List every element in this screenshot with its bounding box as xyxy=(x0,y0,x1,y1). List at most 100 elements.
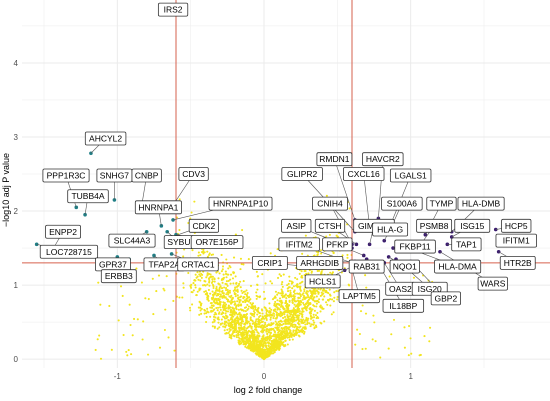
data-point xyxy=(299,325,302,328)
gene-label-box xyxy=(348,259,385,274)
data-point xyxy=(233,291,236,295)
data-point xyxy=(273,330,276,333)
data-point xyxy=(262,290,266,293)
data-point xyxy=(292,330,295,333)
data-point xyxy=(346,256,349,259)
data-point xyxy=(301,298,304,301)
gene-label: HTR2B xyxy=(499,255,536,270)
gene-label-box xyxy=(477,276,508,291)
data-point xyxy=(198,300,201,303)
data-point xyxy=(240,289,243,292)
data-point xyxy=(234,319,237,322)
gene-label-text: RAB31 xyxy=(353,262,380,272)
data-point xyxy=(257,332,260,335)
y-tick-label: 4 xyxy=(14,59,19,68)
data-point xyxy=(280,323,283,327)
data-point xyxy=(206,272,209,275)
data-point xyxy=(232,315,235,318)
data-point xyxy=(200,312,203,315)
data-point xyxy=(217,321,220,324)
data-point xyxy=(282,316,285,320)
data-point xyxy=(246,331,250,334)
data-point xyxy=(274,290,278,293)
data-point xyxy=(142,320,145,323)
data-point xyxy=(269,311,272,314)
gene-label-text: ISG20 xyxy=(418,284,442,294)
gene-label-box xyxy=(454,218,491,233)
data-point xyxy=(193,200,196,203)
data-point xyxy=(286,343,289,346)
data-point xyxy=(282,307,285,310)
data-point xyxy=(300,318,303,321)
data-point xyxy=(242,334,245,337)
gene-label-text: SLC44A3 xyxy=(114,236,151,246)
data-point xyxy=(233,335,236,338)
data-point xyxy=(229,325,232,328)
y-tick-label: 2 xyxy=(14,207,19,216)
data-point xyxy=(288,304,291,307)
data-point xyxy=(219,306,222,309)
data-point xyxy=(206,250,209,253)
data-point xyxy=(306,300,309,303)
data-point xyxy=(178,198,181,201)
gene-label-text: LGALS1 xyxy=(395,170,427,180)
data-point xyxy=(243,323,247,326)
data-point xyxy=(202,252,205,255)
data-point xyxy=(336,298,339,301)
data-point xyxy=(221,265,225,268)
data-point xyxy=(262,345,265,349)
data-point xyxy=(237,304,240,307)
gene-label-text: TAP1 xyxy=(456,239,477,249)
gene-label: OAS2 xyxy=(385,281,416,296)
data-point xyxy=(220,270,223,273)
data-point xyxy=(211,290,214,293)
data-point xyxy=(110,348,113,351)
data-point xyxy=(277,312,280,315)
data-point xyxy=(244,301,247,304)
data-point xyxy=(312,323,315,326)
data-point xyxy=(365,286,368,289)
data-point xyxy=(364,347,367,350)
data-point xyxy=(261,312,264,315)
data-point xyxy=(234,275,237,278)
data-point xyxy=(266,314,269,317)
gene-label-text: TYMP xyxy=(430,199,454,209)
data-point xyxy=(226,328,229,331)
data-point xyxy=(246,333,249,336)
data-point xyxy=(253,328,257,331)
data-point xyxy=(217,293,221,296)
data-point xyxy=(301,313,304,316)
gene-label: CTSH xyxy=(314,218,346,233)
data-point xyxy=(147,353,150,356)
data-point xyxy=(328,233,331,236)
gene-label-box xyxy=(314,218,346,233)
data-point xyxy=(231,307,234,310)
data-point xyxy=(234,311,237,314)
gene-label: GLIPR2 xyxy=(281,167,323,181)
data-point xyxy=(244,293,247,296)
data-point xyxy=(251,337,254,340)
data-point xyxy=(293,296,296,299)
data-point xyxy=(264,336,267,339)
data-point xyxy=(285,335,288,338)
data-point xyxy=(231,320,234,323)
data-point xyxy=(282,341,285,344)
data-point xyxy=(288,312,291,315)
data-point xyxy=(297,323,301,326)
data-point xyxy=(281,312,284,315)
data-point xyxy=(364,274,367,277)
data-point xyxy=(287,282,290,285)
data-point xyxy=(225,258,228,261)
gene-label: S100A6 xyxy=(381,196,423,211)
data-point xyxy=(300,275,303,278)
data-point xyxy=(247,307,250,310)
data-point xyxy=(277,326,280,329)
data-point xyxy=(248,322,251,325)
data-point xyxy=(297,304,300,307)
data-point xyxy=(237,298,241,301)
gene-label-text: CNIH4 xyxy=(317,199,343,209)
data-point xyxy=(273,302,276,305)
data-point xyxy=(288,286,291,289)
data-point xyxy=(231,333,234,336)
